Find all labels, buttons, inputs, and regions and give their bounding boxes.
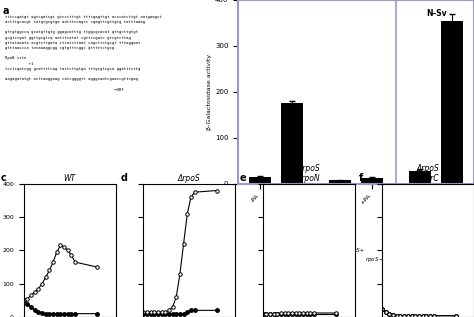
Text: d: d: [120, 173, 127, 183]
Bar: [409, 171, 431, 184]
Text: $rpoS-$: $rpoS-$: [365, 255, 385, 264]
Bar: [441, 21, 463, 184]
Text: e: e: [240, 173, 246, 183]
Text: $rpoS-$: $rpoS-$: [434, 255, 453, 264]
Text: c: c: [1, 173, 7, 183]
Text: tttccgatgt agtcgatcgt gtccctttgt tttcgagttgt acccatcttgt aatgaagct
actttgcacgt t: tttccgatgt agtcgatcgt gtccctttgt tttcgag…: [5, 15, 161, 92]
Title: ΔrpoS
ΔntrC: ΔrpoS ΔntrC: [417, 164, 439, 183]
Text: f: f: [359, 173, 364, 183]
Title: ΔrpoS
ΔrpoN: ΔrpoS ΔrpoN: [297, 164, 320, 183]
Bar: [361, 178, 383, 184]
Title: WT: WT: [64, 174, 76, 183]
Text: a: a: [2, 5, 9, 16]
Text: rpoS+: rpoS+: [347, 248, 365, 253]
Bar: [249, 177, 271, 184]
Y-axis label: β-Galactosidase activity: β-Galactosidase activity: [207, 54, 212, 130]
Bar: [329, 180, 351, 184]
Text: N–Sv: N–Sv: [426, 9, 447, 18]
Text: $rpoS+$: $rpoS+$: [280, 255, 300, 264]
Y-axis label: β-Galactosidase activity: β-Galactosidase activity: [0, 212, 1, 288]
Bar: [281, 103, 303, 184]
Title: ΔrpoS: ΔrpoS: [178, 174, 201, 183]
